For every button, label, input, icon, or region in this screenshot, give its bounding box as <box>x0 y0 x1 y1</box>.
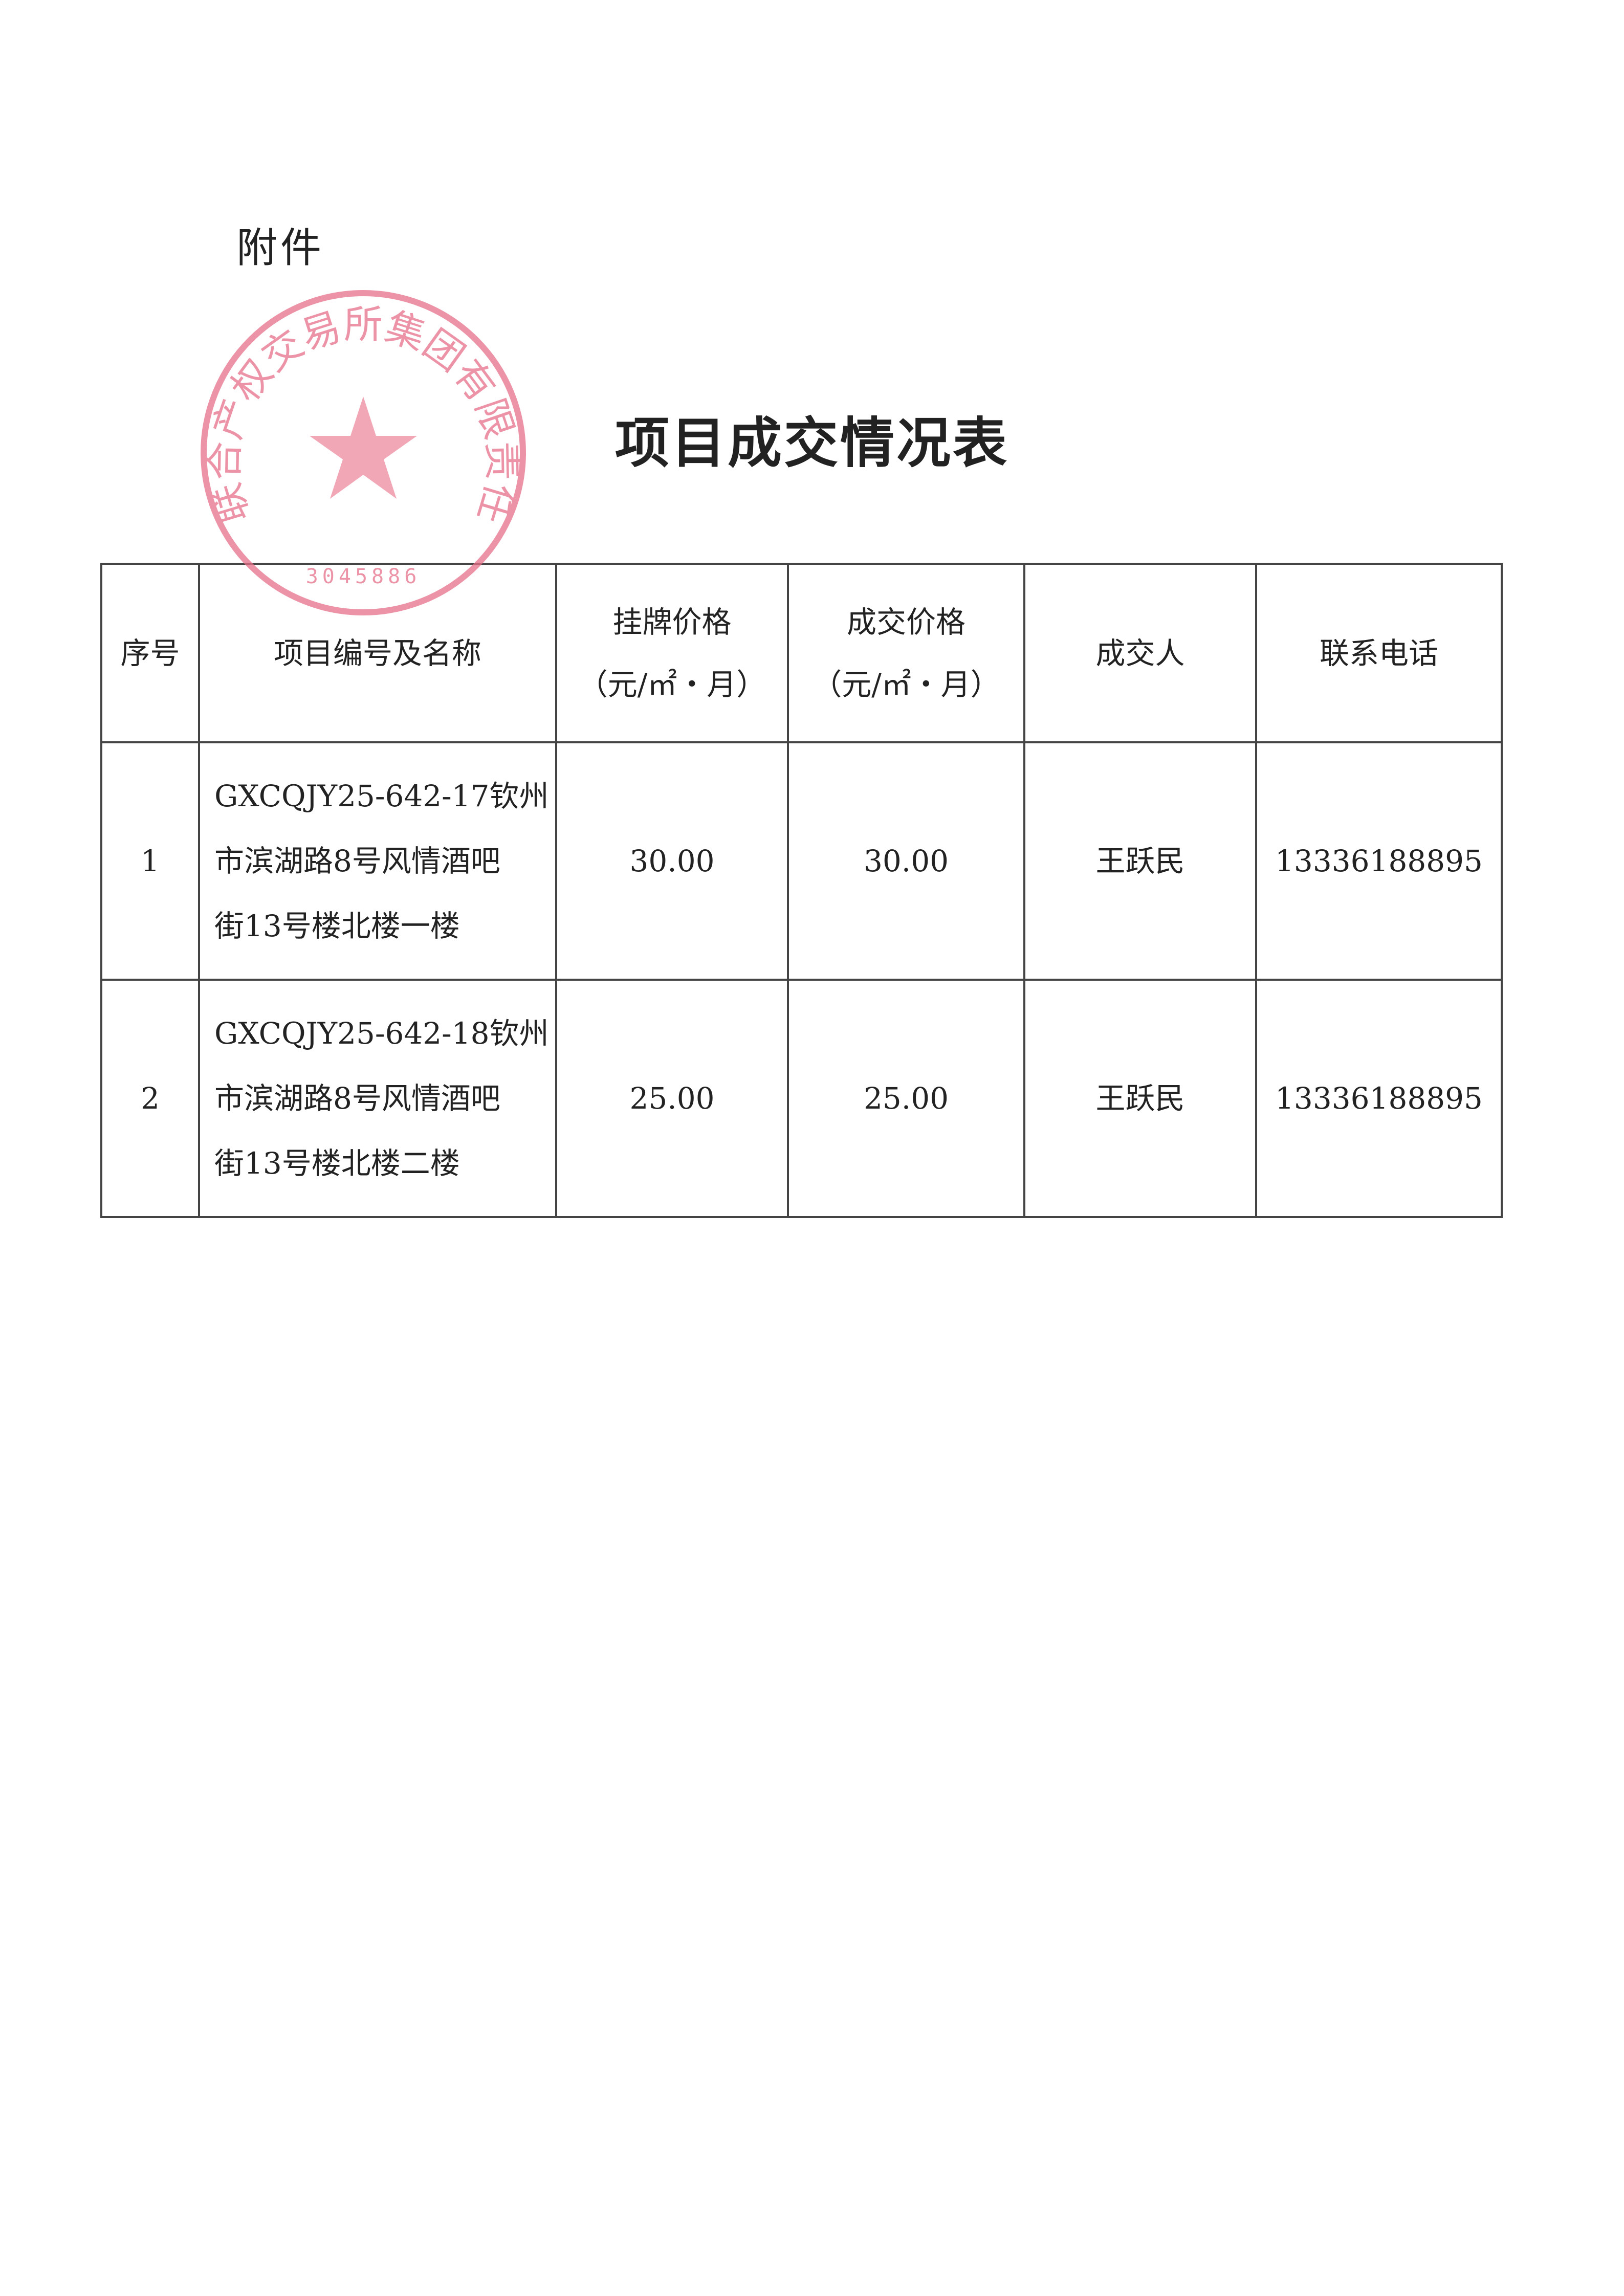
header-listing-price-unit: （元/㎡・月） <box>578 667 766 702</box>
row-listing-price: 25.00 <box>555 979 789 1218</box>
row-phone: 13336188895 <box>1255 741 1503 981</box>
header-name: 项目编号及名称 <box>198 563 557 743</box>
header-deal-price-label: 成交价格 <box>846 604 965 639</box>
name-line: 街13号楼北楼一楼 <box>214 908 460 943</box>
header-listing-price: 挂牌价格 （元/㎡・月） <box>555 563 789 743</box>
header-deal-price: 成交价格 （元/㎡・月） <box>787 563 1025 743</box>
row-deal-price: 25.00 <box>787 979 1025 1218</box>
table-header-row: 序号 项目编号及名称 挂牌价格 （元/㎡・月） 成交价格 （元/㎡・月） 成交人 联… <box>100 563 1503 743</box>
row-buyer: 王跃民 <box>1023 741 1257 981</box>
row-buyer: 王跃民 <box>1023 979 1257 1218</box>
header-index: 序号 <box>100 563 200 743</box>
name-line: 市滨湖路8号风情酒吧 <box>214 1080 500 1116</box>
row-deal-price: 30.00 <box>787 741 1025 981</box>
row-name: GXCQJY25-642-18钦州 市滨湖路8号风情酒吧 街13号楼北楼二楼 <box>198 979 557 1218</box>
header-deal-price-unit: （元/㎡・月） <box>812 667 1000 702</box>
row-name: GXCQJY25-642-17钦州 市滨湖路8号风情酒吧 街13号楼北楼一楼 <box>198 741 557 981</box>
attachment-label: 附件 <box>236 224 324 272</box>
row-index: 1 <box>100 741 200 981</box>
header-listing-price-label: 挂牌价格 <box>612 604 732 639</box>
name-line: GXCQJY25-642-18钦州 <box>214 1015 549 1051</box>
name-line: 街13号楼北楼二楼 <box>214 1145 460 1181</box>
page-title: 项目成交情况表 <box>0 399 1624 478</box>
row-listing-price: 30.00 <box>555 741 789 981</box>
name-line: 市滨湖路8号风情酒吧 <box>214 843 500 878</box>
row-phone: 13336188895 <box>1255 979 1503 1218</box>
row-index: 2 <box>100 979 200 1218</box>
header-buyer: 成交人 <box>1023 563 1257 743</box>
table-row: 1 GXCQJY25-642-17钦州 市滨湖路8号风情酒吧 街13号楼北楼一楼 3… <box>100 741 1503 981</box>
deal-table: 序号 项目编号及名称 挂牌价格 （元/㎡・月） 成交价格 （元/㎡・月） 成交人 联… <box>100 563 1503 1218</box>
title-text: 项目成交情况表 <box>615 412 1009 475</box>
table-row: 2 GXCQJY25-642-18钦州 市滨湖路8号风情酒吧 街13号楼北楼二楼 2… <box>100 979 1503 1218</box>
header-phone: 联系电话 <box>1255 563 1503 743</box>
name-line: GXCQJY25-642-17钦州 <box>214 778 549 813</box>
